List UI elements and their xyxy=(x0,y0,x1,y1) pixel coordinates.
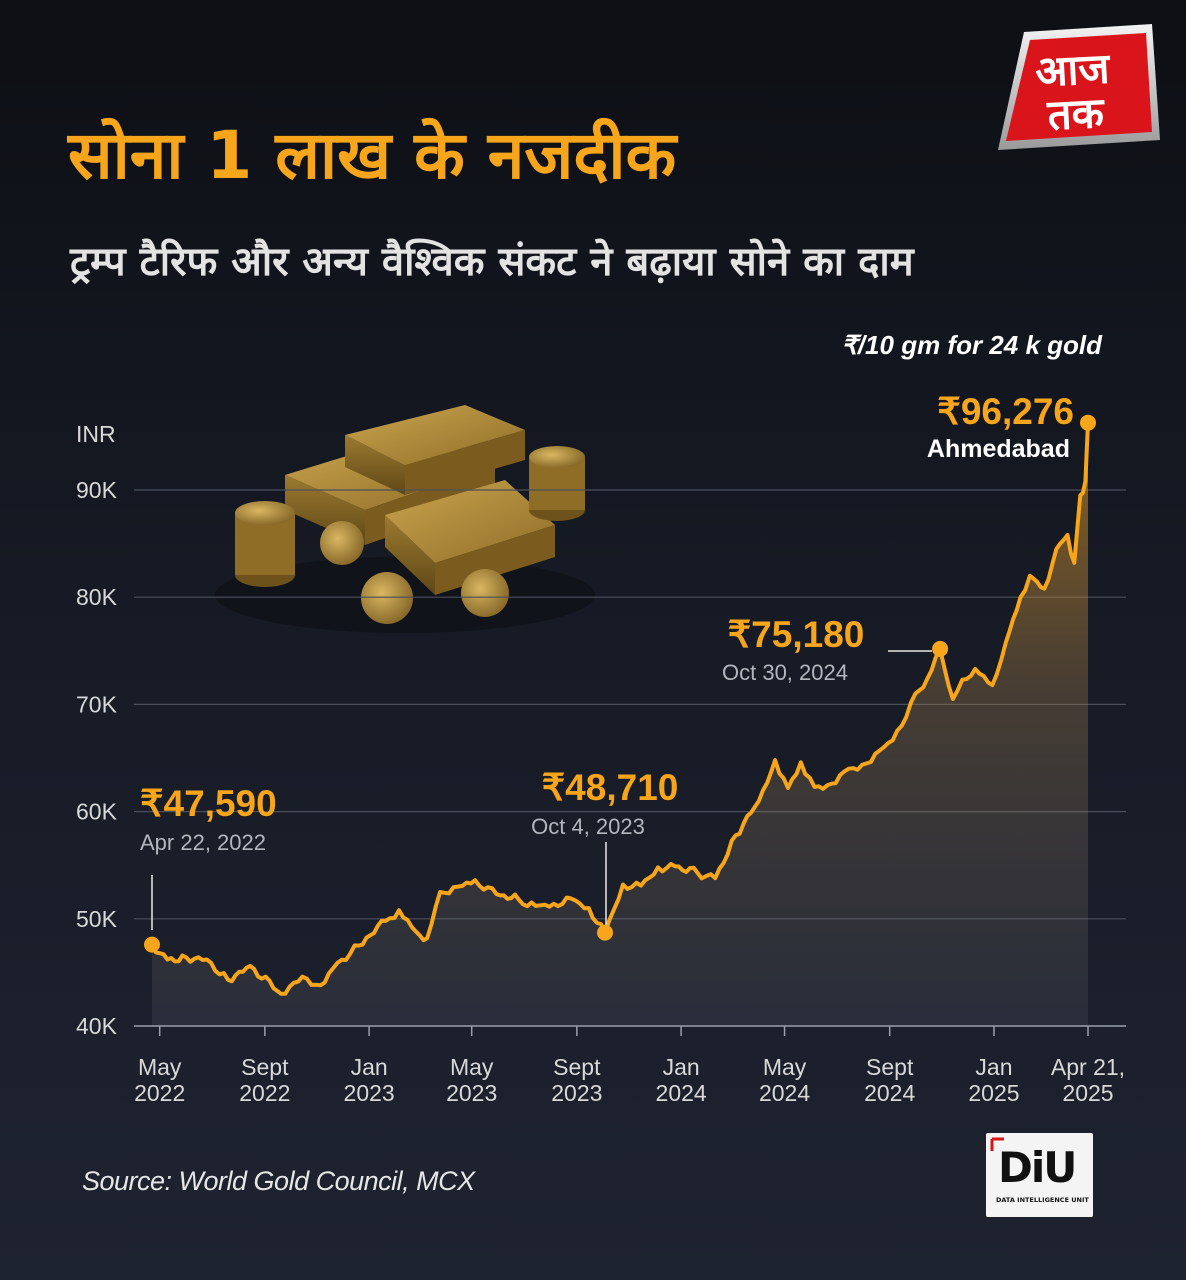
unit-note: ₹/10 gm for 24 k gold xyxy=(841,330,1102,360)
annotation-sublabel: Oct 30, 2024 xyxy=(722,660,848,685)
annotation-value: ₹96,276 xyxy=(937,391,1074,432)
y-tick-label: 60K xyxy=(76,799,118,825)
price-area xyxy=(152,422,1088,1026)
y-tick-label: 80K xyxy=(76,584,118,610)
annotation-point xyxy=(144,936,160,953)
y-tick-label: 90K xyxy=(76,477,118,503)
x-tick-label: Jan 2023 xyxy=(344,1054,395,1106)
annotation-value: ₹48,710 xyxy=(542,767,679,808)
y-tick-label: 70K xyxy=(76,691,118,717)
annotation-sublabel: Ahmedabad xyxy=(927,435,1070,463)
x-tick-label: May 2022 xyxy=(134,1054,185,1106)
x-tick-label: Sept 2022 xyxy=(239,1054,290,1106)
gold-bars-illustration xyxy=(215,405,595,633)
annotation-sublabel: Oct 4, 2023 xyxy=(531,814,645,839)
x-tick-label: May 2023 xyxy=(446,1054,497,1106)
coin-stack-right xyxy=(529,446,585,521)
page-subtitle: ट्रम्प टैरिफ और अन्य वैश्विक संकट ने बढ़… xyxy=(70,239,914,285)
aajtak-logo: आज तक xyxy=(998,24,1160,150)
x-tick-label: Apr 21, 2025 xyxy=(1051,1054,1125,1106)
svg-text:तक: तक xyxy=(1045,88,1106,140)
annotation-sublabel: Apr 22, 2022 xyxy=(140,830,266,855)
x-tick-label: Sept 2024 xyxy=(864,1054,915,1106)
y-axis-label: INR xyxy=(76,421,116,447)
annotation-value: ₹47,590 xyxy=(140,783,277,824)
annotation-value: ₹75,180 xyxy=(728,614,865,655)
x-tick-label: Sept 2023 xyxy=(551,1054,602,1106)
price-line xyxy=(150,422,1090,996)
source-note: Source: World Gold Council, MCX xyxy=(82,1166,475,1196)
svg-text:आज: आज xyxy=(1034,43,1112,96)
x-tick-label: Jan 2024 xyxy=(656,1054,707,1106)
y-tick-label: 50K xyxy=(76,906,118,932)
page-title: सोना 1 लाख के नजदीक xyxy=(68,117,677,194)
y-tick-label: 40K xyxy=(76,1013,118,1039)
annotation-point xyxy=(932,640,949,657)
x-tick-label: Jan 2025 xyxy=(968,1054,1019,1106)
annotation-point xyxy=(1080,414,1096,431)
diu-logo: DiU DATA INTELLIGENCE UNIT xyxy=(986,1133,1093,1217)
x-tick-label: May 2024 xyxy=(759,1054,810,1106)
annotation-point xyxy=(597,924,614,941)
coin-stack-left xyxy=(235,501,295,587)
